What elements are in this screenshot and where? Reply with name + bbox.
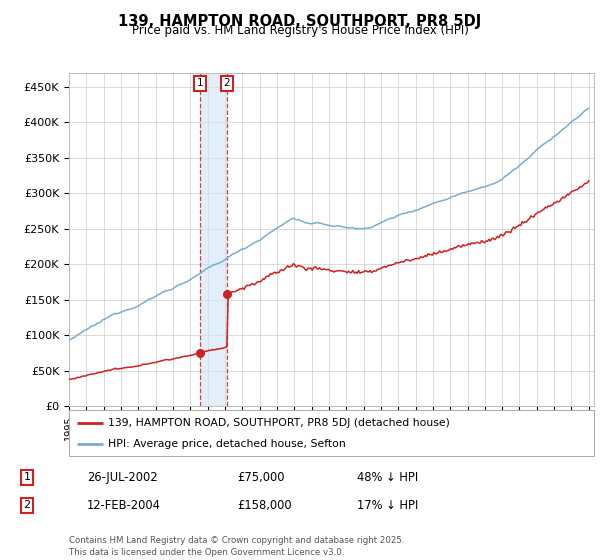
- Text: Contains HM Land Registry data © Crown copyright and database right 2025.
This d: Contains HM Land Registry data © Crown c…: [69, 536, 404, 557]
- Bar: [200, 73, 227, 406]
- Text: 139, HAMPTON ROAD, SOUTHPORT, PR8 5DJ (detached house): 139, HAMPTON ROAD, SOUTHPORT, PR8 5DJ (d…: [109, 418, 450, 428]
- Text: Price paid vs. HM Land Registry's House Price Index (HPI): Price paid vs. HM Land Registry's House …: [131, 24, 469, 37]
- Text: HPI: Average price, detached house, Sefton: HPI: Average price, detached house, Seft…: [109, 439, 346, 449]
- Text: 1: 1: [23, 472, 31, 482]
- Text: 2: 2: [224, 78, 230, 88]
- Text: £158,000: £158,000: [237, 498, 292, 512]
- Text: 48% ↓ HPI: 48% ↓ HPI: [357, 470, 418, 484]
- Text: 1: 1: [197, 78, 203, 88]
- Text: 12-FEB-2004: 12-FEB-2004: [87, 498, 161, 512]
- Text: £75,000: £75,000: [237, 470, 284, 484]
- Text: 2: 2: [23, 500, 31, 510]
- Text: 139, HAMPTON ROAD, SOUTHPORT, PR8 5DJ: 139, HAMPTON ROAD, SOUTHPORT, PR8 5DJ: [118, 14, 482, 29]
- Text: 17% ↓ HPI: 17% ↓ HPI: [357, 498, 418, 512]
- Text: 26-JUL-2002: 26-JUL-2002: [87, 470, 158, 484]
